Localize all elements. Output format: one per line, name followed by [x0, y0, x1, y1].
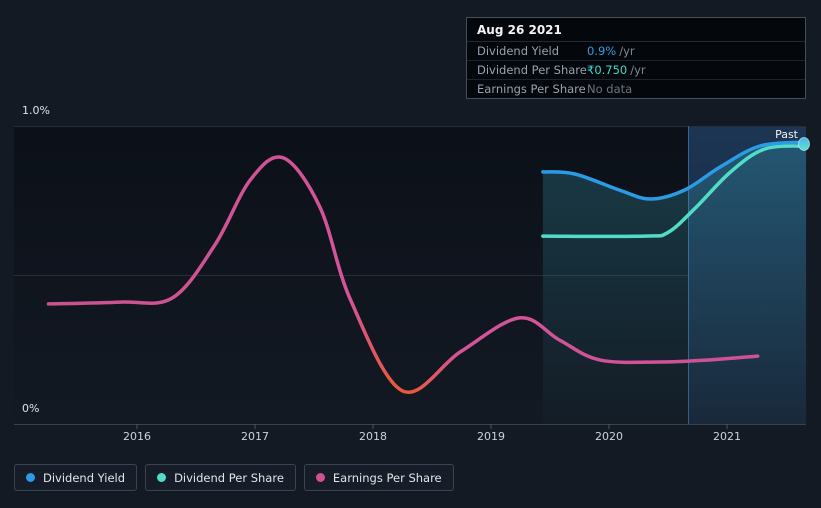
dividend-per-share-dot-icon: [157, 473, 167, 482]
current-value-marker[interactable]: [798, 137, 810, 151]
x-axis-ticks: [136, 424, 728, 429]
legend-label: Earnings Per Share: [332, 470, 442, 485]
tooltip-label: Earnings Per Share: [477, 82, 586, 96]
chart-tooltip: Aug 26 2021 Dividend Yield 0.9% /yr Divi…: [466, 17, 806, 99]
legend-toggle-dividend-yield[interactable]: Dividend Yield: [14, 464, 138, 491]
legend-toggle-dividend-per-share[interactable]: Dividend Per Share: [145, 464, 296, 491]
dividend-yield-dot-icon: [26, 473, 35, 482]
tooltip-date: Aug 26 2021: [467, 18, 805, 42]
earnings-per-share-dot-icon: [315, 473, 325, 482]
tooltip-value: ₹0.750: [587, 63, 628, 77]
x-tick-label: 2016: [123, 430, 151, 443]
tooltip-value: 0.9%: [587, 44, 617, 58]
x-tick-label: 2021: [713, 430, 741, 443]
tooltip-row-dividend-yield: Dividend Yield 0.9% /yr: [467, 42, 805, 61]
tooltip-value: No data: [587, 82, 633, 96]
x-tick-label: 2018: [359, 430, 387, 443]
tooltip-label: Dividend Per Share: [477, 63, 587, 77]
dividend-per-share-line[interactable]: [541, 144, 808, 239]
x-tick-label: 2020: [595, 430, 623, 443]
tooltip-label: Dividend Yield: [477, 44, 560, 58]
x-tick-label: 2017: [241, 430, 269, 443]
past-label: Past: [775, 128, 798, 141]
x-tick-label: 2019: [477, 430, 505, 443]
legend-label: Dividend Yield: [43, 470, 126, 485]
legend-label: Dividend Per Share: [174, 470, 284, 485]
dividend-yield-line[interactable]: [541, 140, 808, 201]
tooltip-unit: /yr: [630, 63, 646, 77]
earnings-per-share-line[interactable]: [46, 155, 760, 394]
y-axis-label-top: 1.0%: [22, 104, 50, 117]
tooltip-row-earnings-per-share: Earnings Per Share No data: [467, 80, 805, 98]
chart-legend: Dividend Yield Dividend Per Share Earnin…: [14, 464, 454, 491]
tooltip-unit: /yr: [619, 44, 635, 58]
tooltip-row-dividend-per-share: Dividend Per Share ₹0.750 /yr: [467, 61, 805, 80]
y-axis-label-bottom: 0%: [22, 402, 40, 415]
legend-toggle-earnings-per-share[interactable]: Earnings Per Share: [303, 464, 454, 491]
dividend-yield-area-fill: [542, 142, 807, 424]
